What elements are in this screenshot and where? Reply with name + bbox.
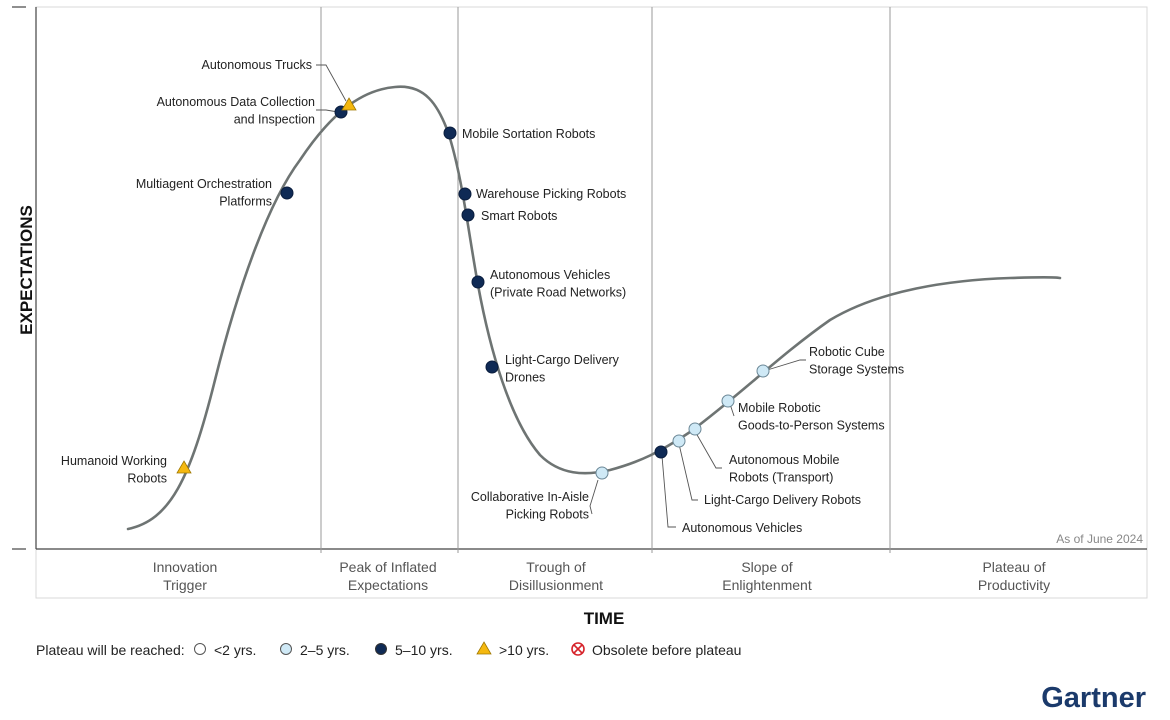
label-mobile-sortation-robots: Mobile Sortation Robots bbox=[462, 127, 595, 141]
marker-autonomous-vehicles bbox=[654, 445, 668, 459]
legend-label-lt2: <2 yrs. bbox=[214, 642, 256, 658]
hype-curve bbox=[126, 85, 1062, 531]
svg-text:Enlightenment: Enlightenment bbox=[722, 577, 812, 593]
phase-label-innovation: Innovation Trigger bbox=[153, 559, 218, 593]
label-smart-robots: Smart Robots bbox=[481, 209, 557, 223]
legend-marker-lt2 bbox=[194, 643, 206, 655]
as-of-note: As of June 2024 bbox=[1056, 532, 1143, 546]
svg-text:Disillusionment: Disillusionment bbox=[509, 577, 603, 593]
label-autonomous-vehicles-private-road-networks: Autonomous Vehicles (Private Road Network… bbox=[490, 268, 626, 300]
svg-text:Trigger: Trigger bbox=[163, 577, 207, 593]
leader-line bbox=[695, 432, 722, 469]
legend-title: Plateau will be reached: bbox=[36, 642, 185, 658]
legend-marker-obsolete bbox=[571, 642, 585, 656]
legend-label-obsolete: Obsolete before plateau bbox=[592, 642, 741, 658]
phase-label-plateau: Plateau of Productivity bbox=[978, 559, 1050, 593]
marker-multiagent-orchestration-platforms bbox=[280, 186, 294, 200]
marker-mobile-sortation-robots bbox=[443, 126, 457, 140]
label-light-cargo-delivery-robots: Light-Cargo Delivery Robots bbox=[704, 493, 861, 507]
marker-mobile-robotic-goods-to-person-systems bbox=[721, 394, 735, 408]
label-collaborative-in-aisle-picking-robots: Collaborative In-Aisle Picking Robots bbox=[471, 490, 589, 522]
label-robotic-cube-storage-systems: Robotic Cube Storage Systems bbox=[809, 345, 904, 377]
marker-light-cargo-delivery-robots bbox=[672, 434, 686, 448]
label-mobile-robotic-goods-to-person-systems: Mobile Robotic Goods-to-Person Systems bbox=[738, 401, 885, 433]
y-axis-title: EXPECTATIONS bbox=[17, 205, 36, 335]
svg-text:Innovation: Innovation bbox=[153, 559, 218, 575]
marker-robotic-cube-storage-systems bbox=[756, 364, 770, 378]
label-warehouse-picking-robots: Warehouse Picking Robots bbox=[476, 187, 626, 201]
marker-autonomous-vehicles-private-road-networks bbox=[471, 275, 485, 289]
svg-text:Productivity: Productivity bbox=[978, 577, 1050, 593]
label-humanoid-working-robots: Humanoid Working Robots bbox=[61, 454, 167, 486]
legend-label-2to5: 2–5 yrs. bbox=[300, 642, 350, 658]
svg-text:Slope of: Slope of bbox=[741, 559, 792, 575]
phase-label-peak: Peak of Inflated Expectations bbox=[339, 559, 436, 593]
svg-text:Plateau of: Plateau of bbox=[982, 559, 1045, 575]
svg-text:Peak of Inflated: Peak of Inflated bbox=[339, 559, 436, 575]
label-autonomous-trucks: Autonomous Trucks bbox=[202, 58, 312, 72]
gartner-logo: Gartner bbox=[1041, 682, 1146, 714]
label-autonomous-vehicles: Autonomous Vehicles bbox=[682, 521, 802, 535]
marker-autonomous-trucks bbox=[341, 97, 357, 111]
label-light-cargo-delivery-drones: Light-Cargo Delivery Drones bbox=[505, 353, 620, 385]
legend-marker-2to5 bbox=[280, 643, 292, 655]
label-autonomous-mobile-robots-transport: Autonomous Mobile Robots (Transport) bbox=[729, 453, 840, 485]
phase-label-slope: Slope of Enlightenment bbox=[722, 559, 812, 593]
legend-label-gt10: >10 yrs. bbox=[499, 642, 549, 658]
legend-marker-gt10 bbox=[476, 641, 492, 655]
legend-marker-5to10 bbox=[375, 643, 387, 655]
marker-autonomous-mobile-robots-transport bbox=[688, 422, 702, 436]
leader-line bbox=[763, 359, 806, 372]
marker-collaborative-in-aisle-picking-robots bbox=[595, 466, 609, 480]
marker-smart-robots bbox=[461, 208, 475, 222]
label-multiagent-orchestration-platforms: Multiagent Orchestration Platforms bbox=[136, 177, 272, 209]
marker-light-cargo-delivery-drones bbox=[485, 360, 499, 374]
legend: Plateau will be reached: <2 yrs. 2–5 yrs… bbox=[36, 641, 741, 658]
leader-line bbox=[316, 109, 339, 113]
leader-line bbox=[316, 64, 347, 102]
svg-text:Expectations: Expectations bbox=[348, 577, 428, 593]
marker-warehouse-picking-robots bbox=[458, 187, 472, 201]
leader-line bbox=[678, 443, 698, 501]
legend-label-5to10: 5–10 yrs. bbox=[395, 642, 453, 658]
leader-line bbox=[661, 455, 676, 528]
leader-line bbox=[589, 479, 599, 515]
marker-humanoid-working-robots bbox=[176, 460, 192, 474]
svg-text:Trough of: Trough of bbox=[526, 559, 586, 575]
label-autonomous-data-collection-and-inspection: Autonomous Data Collection and Inspection bbox=[157, 95, 315, 127]
phase-label-trough: Trough of Disillusionment bbox=[509, 559, 603, 593]
x-axis-title: TIME bbox=[584, 609, 625, 628]
